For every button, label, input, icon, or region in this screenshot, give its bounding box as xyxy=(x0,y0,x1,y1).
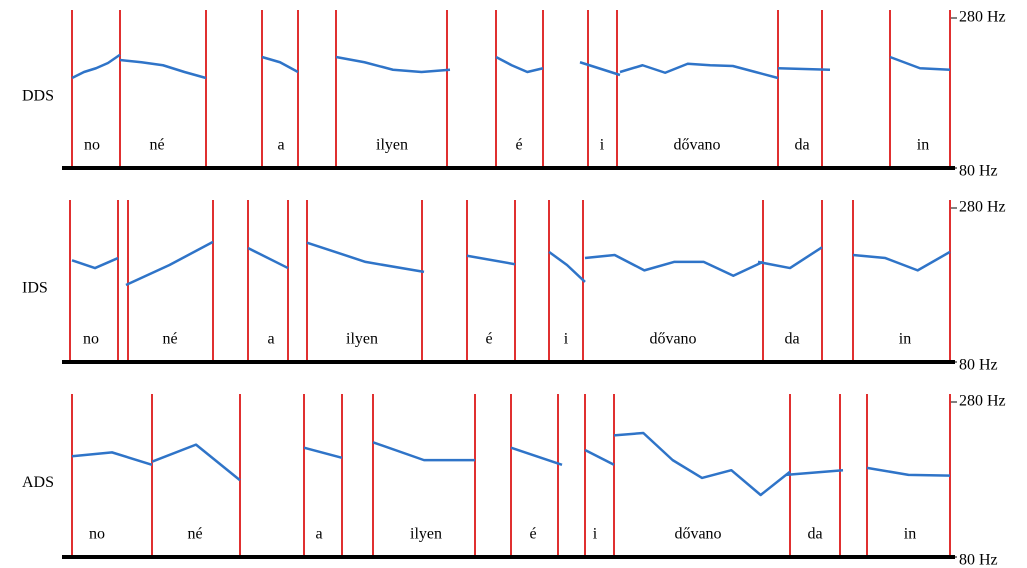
pitch-contour xyxy=(303,446,343,460)
pitch-contour xyxy=(584,448,615,466)
word-label: é xyxy=(515,137,522,154)
word-label: i xyxy=(600,137,605,154)
pitch-contour xyxy=(125,240,214,287)
word-label: é xyxy=(485,331,492,348)
pitch-contour xyxy=(119,58,207,80)
pitch-contour xyxy=(495,55,544,74)
y-tick-label: 280 Hz xyxy=(959,199,1006,216)
word-label: da xyxy=(794,137,809,154)
word-label: in xyxy=(904,526,916,543)
word-label: a xyxy=(267,331,274,348)
panel-label: IDS xyxy=(22,280,48,297)
pitch-contour xyxy=(151,443,241,482)
word-label: da xyxy=(807,526,822,543)
pitch-contour xyxy=(785,468,844,477)
pitch-contour xyxy=(579,61,621,77)
word-label: in xyxy=(899,331,911,348)
word-label: in xyxy=(917,137,929,154)
word-label: i xyxy=(593,526,598,543)
word-label: a xyxy=(315,526,322,543)
word-label: ilyen xyxy=(376,137,408,154)
word-label: ilyen xyxy=(410,526,442,543)
y-tick-label: 280 Hz xyxy=(959,9,1006,26)
y-tick-label: 80 Hz xyxy=(959,552,998,568)
pitch-contour xyxy=(71,256,119,270)
pitch-contour xyxy=(71,53,121,80)
pitch-contour xyxy=(889,55,951,71)
panel-label: ADS xyxy=(22,474,54,491)
word-label: dővano xyxy=(649,331,696,348)
pitch-contour xyxy=(852,250,951,272)
y-tick-label: 280 Hz xyxy=(959,393,1006,410)
word-label: i xyxy=(564,331,569,348)
word-label: é xyxy=(529,526,536,543)
pitch-contour xyxy=(510,446,563,466)
word-label: né xyxy=(149,137,164,154)
pitch-contour xyxy=(548,250,586,283)
pitch-contour xyxy=(335,55,451,74)
word-label: no xyxy=(89,526,105,543)
word-label: dővano xyxy=(673,137,720,154)
pitch-contour xyxy=(372,441,475,462)
pitch-contour xyxy=(757,246,823,270)
panel-label: DDS xyxy=(22,88,54,105)
pitch-contour xyxy=(619,62,779,80)
word-label: da xyxy=(784,331,799,348)
pitch-contour xyxy=(247,246,289,270)
pitch-contour xyxy=(71,451,153,466)
pitch-contour xyxy=(466,254,516,266)
pitch-contour xyxy=(777,67,831,71)
pitch-contour xyxy=(866,466,951,477)
word-label: né xyxy=(187,526,202,543)
word-label: no xyxy=(84,137,100,154)
pitch-contour xyxy=(306,241,425,274)
pitch-contour xyxy=(261,55,299,74)
word-label: a xyxy=(277,137,284,154)
pitch-contour xyxy=(584,253,764,278)
word-label: ilyen xyxy=(346,331,378,348)
word-label: no xyxy=(83,331,99,348)
word-label: dővano xyxy=(674,526,721,543)
pitch-contour xyxy=(613,431,791,497)
y-tick-label: 80 Hz xyxy=(959,163,998,180)
y-tick-label: 80 Hz xyxy=(959,357,998,374)
word-label: né xyxy=(162,331,177,348)
